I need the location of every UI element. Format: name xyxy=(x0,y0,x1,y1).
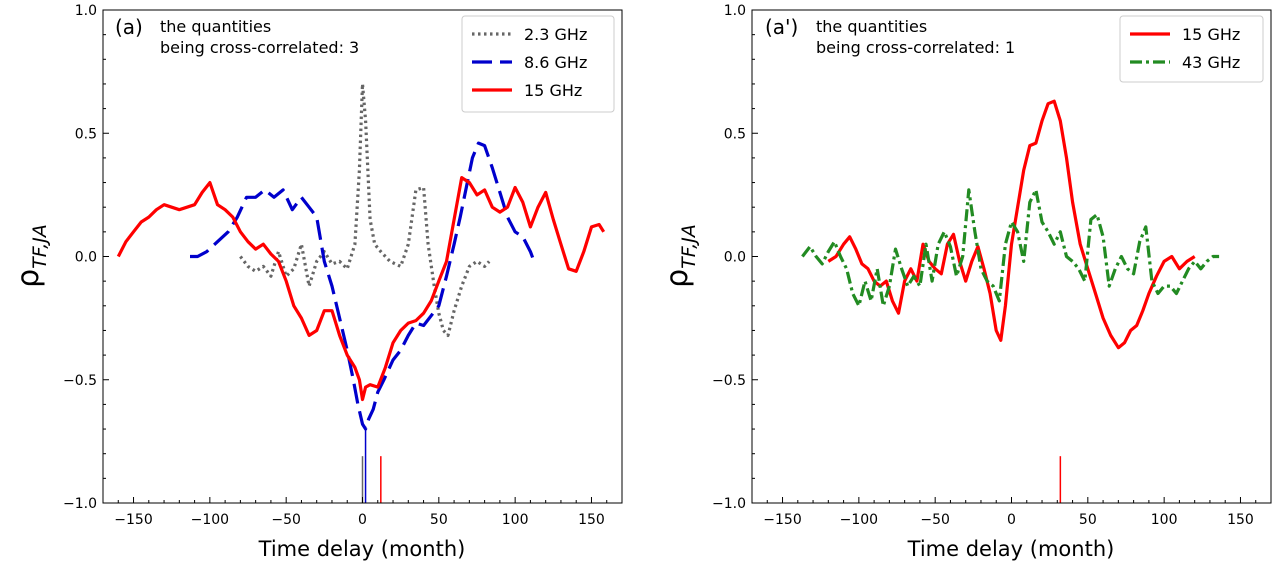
y-axis-label-subscript-left: TF,JA xyxy=(29,224,51,269)
y-axis-label-left: ρTF,JA xyxy=(11,224,51,288)
series-line-2-3-ghz-left xyxy=(239,82,491,337)
x-tick-label: 100 xyxy=(502,512,529,528)
panel-right: −150 −100 −50 0 50 100 150 −1.0 −0.5 0.0 0.5 1.0 (a… xyxy=(660,3,1272,561)
panel-left: −150 −100 −50 0 50 100 150 −1.0 −0.5 0.0 0.5 1.0 (a… xyxy=(11,3,623,561)
panel-label-left: (a) xyxy=(115,15,143,39)
x-tick-label: 150 xyxy=(578,512,605,528)
annotation-line2-left: being cross-correlated: 3 xyxy=(160,38,359,57)
legend-left: 2.3 GHz 8.6 GHz 15 GHz xyxy=(461,15,615,113)
x-tick-label: 0 xyxy=(358,512,367,528)
x-tick-label: −150 xyxy=(114,512,152,528)
x-tick-label: 50 xyxy=(430,512,448,528)
series-line-15-ghz-left xyxy=(116,176,606,402)
annotation-line1-right: the quantities xyxy=(816,17,927,36)
series-line-43-ghz-right xyxy=(801,188,1220,308)
legend-label-8-6-ghz: 8.6 GHz xyxy=(524,53,587,72)
y-tick-label: 0.0 xyxy=(75,250,97,266)
y-axis-label-symbol-left: ρ xyxy=(11,269,46,288)
x-axis-label-left: Time delay (month) xyxy=(258,537,466,561)
y-axis-label-subscript-right: TF,JA xyxy=(678,224,700,269)
x-tick-label: −100 xyxy=(840,512,878,528)
x-tick-label: −50 xyxy=(920,512,950,528)
x-tick-label: −50 xyxy=(271,512,301,528)
svg-text:ρTF,JA: ρTF,JA xyxy=(660,224,700,288)
y-axis-label-right: ρTF,JA xyxy=(660,224,700,288)
annotation-line2-right: being cross-correlated: 1 xyxy=(816,38,1015,57)
legend-label-43-ghz: 43 GHz xyxy=(1182,53,1240,72)
x-tick-label: −100 xyxy=(191,512,229,528)
legend-label-2-3-ghz: 2.3 GHz xyxy=(524,25,587,44)
y-tick-label: 1.0 xyxy=(724,3,746,19)
legend-right: 15 GHz 43 GHz xyxy=(1119,15,1264,83)
y-tick-label: −0.5 xyxy=(712,373,746,389)
annotation-line1-left: the quantities xyxy=(160,17,271,36)
legend-box xyxy=(461,15,615,113)
y-tick-label: −0.5 xyxy=(63,373,97,389)
x-tick-label: 100 xyxy=(1151,512,1178,528)
x-axis-label-right: Time delay (month) xyxy=(907,537,1115,561)
x-tick-label: −150 xyxy=(763,512,801,528)
series-line-8-6-ghz-left xyxy=(190,141,537,431)
y-tick-label: 0.5 xyxy=(75,126,97,142)
panel-label-right: (a') xyxy=(765,15,798,39)
y-tick-label: −1.0 xyxy=(712,496,746,512)
y-tick-label: −1.0 xyxy=(63,496,97,512)
legend-label-15-ghz: 15 GHz xyxy=(1182,25,1240,44)
y-tick-label: 0.0 xyxy=(724,250,746,266)
y-tick-label: 0.5 xyxy=(724,126,746,142)
x-tick-label: 50 xyxy=(1079,512,1097,528)
x-tick-label: 0 xyxy=(1007,512,1016,528)
y-tick-label: 1.0 xyxy=(75,3,97,19)
y-axis-label-symbol-right: ρ xyxy=(660,269,695,288)
x-tick-label: 150 xyxy=(1227,512,1254,528)
svg-text:ρTF,JA: ρTF,JA xyxy=(11,224,51,288)
legend-label-15-ghz: 15 GHz xyxy=(524,81,582,100)
